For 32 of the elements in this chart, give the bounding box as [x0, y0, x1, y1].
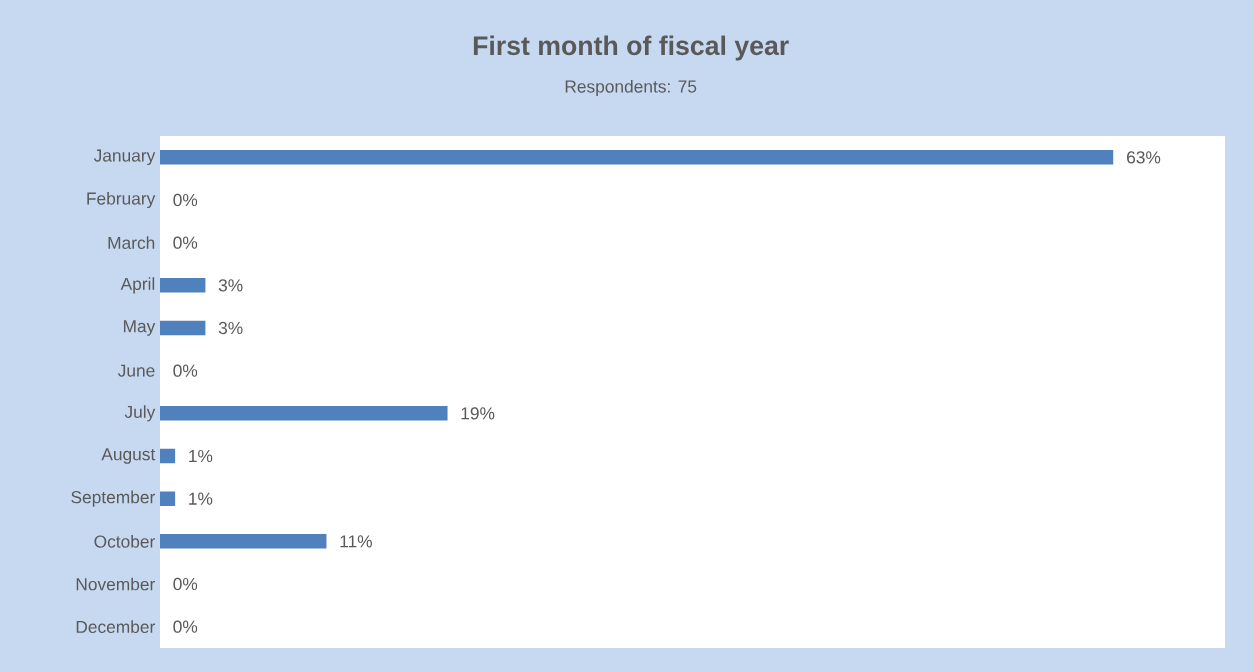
- data-label: 19%: [461, 407, 495, 420]
- data-label: 0%: [173, 236, 198, 249]
- data-label: 63%: [1127, 151, 1161, 164]
- data-label: 0%: [173, 577, 198, 591]
- data-label: 3%: [218, 279, 243, 292]
- bar: [160, 278, 206, 293]
- bar: [160, 150, 1114, 165]
- y-tick-label: December: [76, 620, 155, 634]
- data-label: 0%: [173, 620, 198, 633]
- data-label: 0%: [173, 193, 198, 207]
- chart-subtitle: Respondents: 75: [565, 79, 697, 97]
- y-tick-label: March: [108, 236, 155, 250]
- y-tick-label: July: [124, 405, 156, 422]
- bar: [160, 320, 206, 336]
- y-tick-label: May: [123, 320, 156, 336]
- y-tick-label: November: [76, 577, 155, 591]
- y-tick-label: January: [93, 149, 156, 166]
- y-tick-label: August: [101, 448, 156, 464]
- y-tick-label: September: [71, 490, 155, 507]
- bar: [160, 491, 176, 506]
- y-tick-label: June: [117, 364, 155, 377]
- data-label: 1%: [189, 449, 213, 463]
- y-tick-label: October: [94, 534, 155, 548]
- data-label: 11%: [340, 535, 372, 548]
- data-label: 0%: [173, 364, 198, 377]
- y-tick-label: February: [87, 191, 156, 209]
- y-tick-label: April: [120, 277, 155, 294]
- bar: [160, 406, 448, 421]
- chart-title: First month of fiscal year: [473, 35, 789, 61]
- data-label: 1%: [189, 492, 213, 505]
- bar: [160, 534, 327, 549]
- data-label: 3%: [218, 321, 243, 335]
